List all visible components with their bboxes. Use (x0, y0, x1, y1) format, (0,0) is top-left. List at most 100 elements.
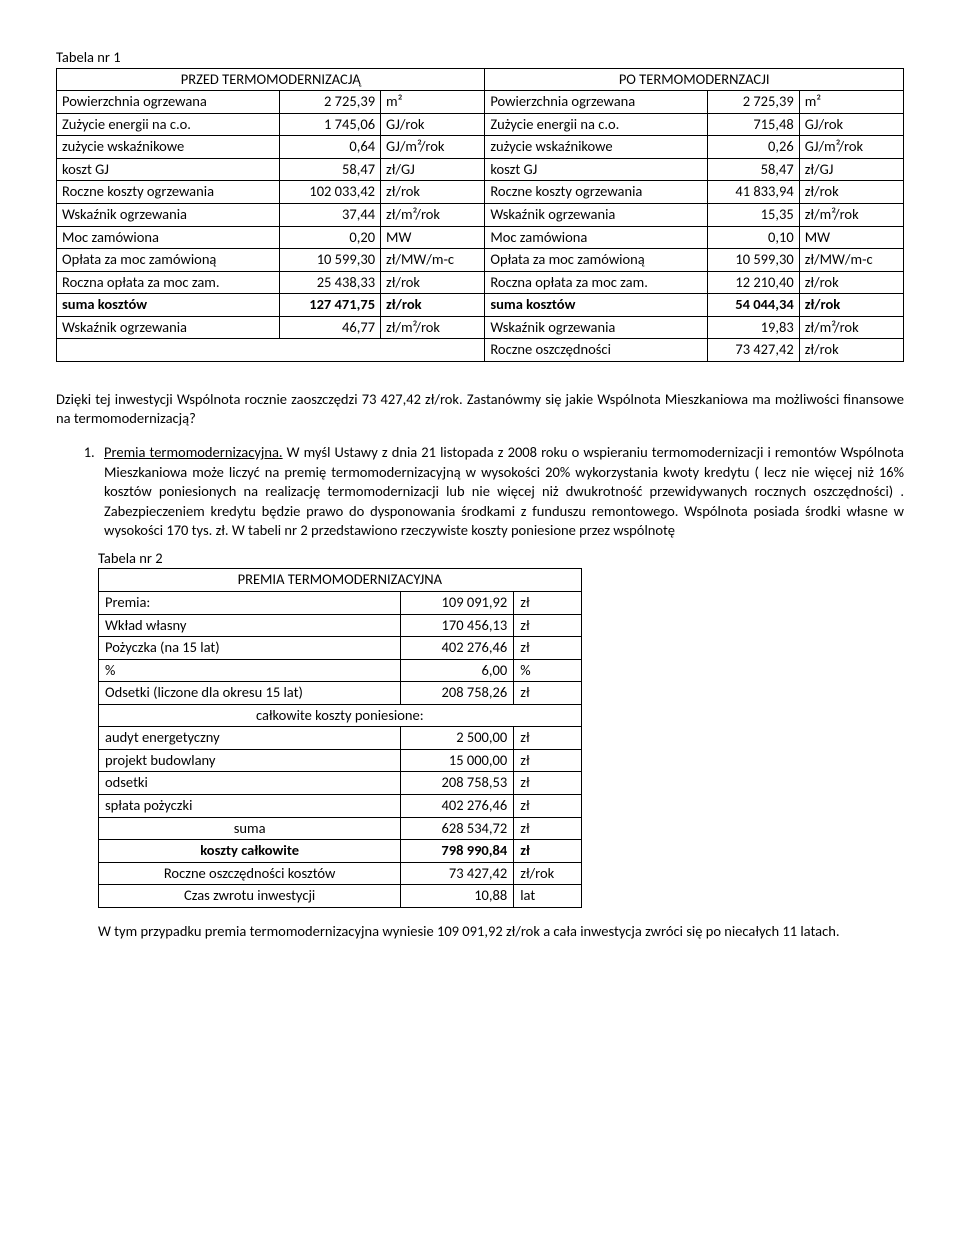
t2-label: Pożyczka (na 15 lat) (99, 637, 401, 660)
tabela2-total-unit: zł (514, 840, 581, 863)
t2-cost-val: 2 500,00 (401, 727, 514, 750)
t1-r-label: Wskaźnik ogrzewania (485, 203, 708, 226)
tabela1-savings-label: Roczne oszczędności (485, 339, 708, 362)
t2-cost-label: audyt energetyczny (99, 727, 401, 750)
t1-l-label: Powierzchnia ogrzewana (57, 91, 280, 114)
t1-l-val: 37,44 (279, 203, 380, 226)
t2-val: 208 758,26 (401, 682, 514, 705)
t1-r-label: Zużycie energii na c.o. (485, 113, 708, 136)
t1-r-unit: zł/GJ (799, 158, 903, 181)
t2-label: Odsetki (liczone dla okresu 15 lat) (99, 682, 401, 705)
t1-l-unit: GJ/m²/rok (381, 136, 485, 159)
t2-label: % (99, 659, 401, 682)
t1-r-unit: MW (799, 226, 903, 249)
tabela1-header-left: PRZED TERMOMODERNIZACJĄ (57, 68, 485, 91)
t2-unit: % (514, 659, 581, 682)
t2-label: Premia: (99, 591, 401, 614)
tabela2-caption: Tabela nr 2 (98, 549, 904, 569)
t1-r-unit: zł/rok (799, 294, 903, 317)
t1-r-unit: m² (799, 91, 903, 114)
t2-cost-unit: zł (514, 795, 581, 818)
t1-l-label: Zużycie energii na c.o. (57, 113, 280, 136)
t1-r-label: Opłata za moc zamówioną (485, 249, 708, 272)
tabela1-savings-unit: zł/rok (799, 339, 903, 362)
tabela2-total-val: 798 990,84 (401, 840, 514, 863)
t1-r-unit: zł/rok (799, 181, 903, 204)
tabela2-payback-label: Czas zwrotu inwestycji (99, 885, 401, 908)
t1-l-unit: zł/rok (381, 294, 485, 317)
t1-l-label: koszt GJ (57, 158, 280, 181)
t1-l-label: Roczne koszty ogrzewania (57, 181, 280, 204)
t1-r-val: 19,83 (707, 316, 799, 339)
tabela2-payback-unit: lat (514, 885, 581, 908)
t1-l-val: 1 745,06 (279, 113, 380, 136)
t1-r-val: 54 044,34 (707, 294, 799, 317)
t2-cost-label: projekt budowlany (99, 749, 401, 772)
t1-r-val: 0,10 (707, 226, 799, 249)
tabela1-caption: Tabela nr 1 (56, 48, 904, 68)
t2-cost-val: 208 758,53 (401, 772, 514, 795)
tabela2-suma-label: suma (99, 817, 401, 840)
tabela2-suma-unit: zł (514, 817, 581, 840)
t1-l-label: suma kosztów (57, 294, 280, 317)
tabela1-savings-val: 73 427,42 (707, 339, 799, 362)
t1-l-val: 10 599,30 (279, 249, 380, 272)
t1-l-val: 46,77 (279, 316, 380, 339)
t1-r-val: 715,48 (707, 113, 799, 136)
t1-l-label: Roczna opłata za moc zam. (57, 271, 280, 294)
t2-cost-label: odsetki (99, 772, 401, 795)
t2-val: 170 456,13 (401, 614, 514, 637)
t1-r-val: 2 725,39 (707, 91, 799, 114)
t1-r-unit: GJ/rok (799, 113, 903, 136)
t1-r-val: 12 210,40 (707, 271, 799, 294)
t1-l-unit: MW (381, 226, 485, 249)
tabela2-suma-val: 628 534,72 (401, 817, 514, 840)
t1-r-unit: zł/rok (799, 271, 903, 294)
t2-val: 6,00 (401, 659, 514, 682)
t2-cost-unit: zł (514, 749, 581, 772)
t1-l-unit: m² (381, 91, 485, 114)
t1-r-label: Roczna opłata za moc zam. (485, 271, 708, 294)
tabela2-header: PREMIA TERMOMODERNIZACYJNA (99, 569, 582, 592)
t1-r-val: 10 599,30 (707, 249, 799, 272)
t1-l-unit: zł/m²/rok (381, 316, 485, 339)
list-item-1-lead: Premia termomodernizacyjna. (104, 443, 283, 461)
t2-unit: zł (514, 637, 581, 660)
t2-unit: zł (514, 682, 581, 705)
t1-l-val: 0,20 (279, 226, 380, 249)
t1-r-label: Powierzchnia ogrzewana (485, 91, 708, 114)
t1-r-label: Wskaźnik ogrzewania (485, 316, 708, 339)
tabela2-savings-label: Roczne oszczędności kosztów (99, 862, 401, 885)
t1-r-val: 58,47 (707, 158, 799, 181)
t1-l-unit: zł/GJ (381, 158, 485, 181)
t2-label: Wkład własny (99, 614, 401, 637)
t1-l-val: 58,47 (279, 158, 380, 181)
t1-r-unit: zł/m²/rok (799, 203, 903, 226)
t1-l-label: Wskaźnik ogrzewania (57, 203, 280, 226)
t2-unit: zł (514, 591, 581, 614)
t1-r-val: 41 833,94 (707, 181, 799, 204)
t2-cost-unit: zł (514, 772, 581, 795)
tabela2-payback-val: 10,88 (401, 885, 514, 908)
t1-l-label: Opłata za moc zamówioną (57, 249, 280, 272)
t2-val: 402 276,46 (401, 637, 514, 660)
t2-cost-val: 15 000,00 (401, 749, 514, 772)
t1-l-unit: zł/m²/rok (381, 203, 485, 226)
t1-r-val: 0,26 (707, 136, 799, 159)
t2-cost-unit: zł (514, 727, 581, 750)
tabela2-section-header: całkowite koszty poniesione: (99, 704, 582, 727)
t1-l-unit: zł/rok (381, 181, 485, 204)
t1-r-unit: zł/MW/m-c (799, 249, 903, 272)
t2-cost-label: spłata pożyczki (99, 795, 401, 818)
tabela1: PRZED TERMOMODERNIZACJĄ PO TERMOMODERNZA… (56, 68, 904, 362)
t2-unit: zł (514, 614, 581, 637)
t1-l-label: Wskaźnik ogrzewania (57, 316, 280, 339)
t1-l-unit: zł/rok (381, 271, 485, 294)
t1-r-label: suma kosztów (485, 294, 708, 317)
t1-r-label: Roczne koszty ogrzewania (485, 181, 708, 204)
t1-l-unit: GJ/rok (381, 113, 485, 136)
t1-l-val: 2 725,39 (279, 91, 380, 114)
t1-r-label: zużycie wskaźnikowe (485, 136, 708, 159)
t1-l-label: Moc zamówiona (57, 226, 280, 249)
t1-r-unit: zł/m²/rok (799, 316, 903, 339)
